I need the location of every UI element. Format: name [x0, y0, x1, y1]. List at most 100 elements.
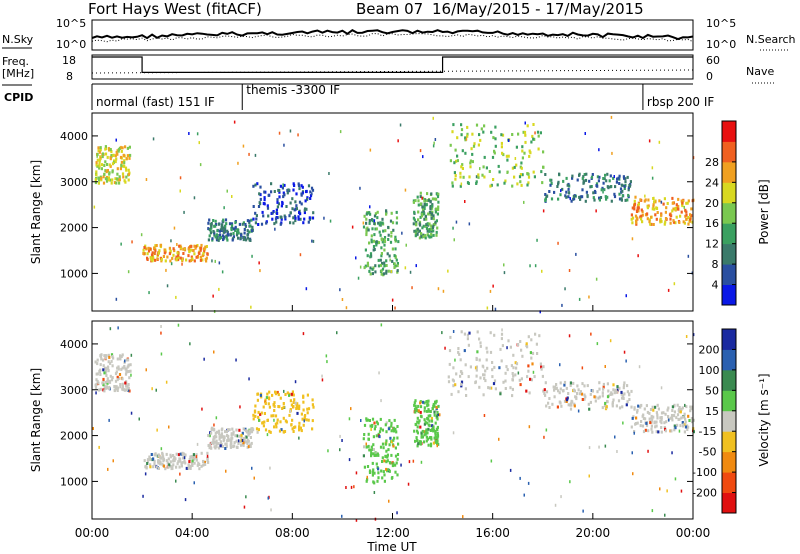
scatter-cell	[357, 276, 360, 280]
range-cell	[555, 383, 558, 386]
range-cell	[281, 202, 284, 205]
range-cell	[102, 364, 105, 368]
range-cell	[115, 385, 118, 389]
range-cell	[528, 154, 531, 158]
range-cell	[254, 221, 257, 225]
range-cell	[484, 369, 487, 373]
range-cell	[460, 133, 463, 137]
scatter-cell	[539, 310, 541, 314]
range-cell	[389, 436, 392, 440]
range-cell	[569, 384, 572, 387]
range-cell	[366, 264, 370, 268]
scatter-cell	[598, 148, 600, 152]
range-cell	[120, 149, 123, 153]
range-cell	[172, 463, 175, 467]
range-cell	[418, 236, 421, 240]
range-cell	[263, 198, 266, 202]
range-cell	[381, 240, 384, 244]
range-cell	[123, 364, 126, 368]
range-cell	[511, 387, 514, 391]
range-cell	[687, 216, 690, 219]
range-cell	[421, 208, 425, 212]
range-cell	[179, 452, 182, 456]
range-cell	[539, 362, 542, 366]
range-cell	[429, 410, 432, 413]
range-cell	[489, 184, 492, 188]
range-cell	[103, 172, 106, 176]
range-cell	[680, 416, 683, 420]
range-cell	[249, 445, 252, 448]
scatter-cell	[474, 366, 477, 370]
range-cell	[99, 146, 102, 150]
range-cell	[464, 138, 467, 142]
range-cell	[377, 453, 380, 457]
range-cell	[153, 252, 156, 255]
range-cell	[232, 232, 235, 235]
scatter-cell	[184, 498, 187, 502]
range-cell	[309, 190, 312, 194]
range-cell	[268, 429, 271, 433]
range-cell	[598, 381, 601, 385]
range-cell	[531, 362, 534, 366]
scatter-cell	[523, 200, 525, 204]
scatter-cell	[475, 175, 478, 179]
scatter-cell	[606, 195, 609, 199]
range-cell	[110, 353, 114, 357]
range-cell	[419, 442, 422, 446]
range-cell	[457, 390, 460, 394]
range-cell	[485, 346, 488, 350]
scatter-cell	[506, 171, 508, 174]
x-tick-label: 04:00	[175, 526, 210, 540]
range-cell	[295, 407, 298, 410]
range-cell	[377, 471, 380, 475]
range-cell	[583, 384, 586, 388]
range-cell	[675, 215, 678, 219]
scatter-cell	[283, 143, 285, 147]
scatter-cell	[206, 454, 209, 458]
range-cell	[306, 197, 309, 201]
range-cell	[653, 421, 656, 425]
range-cell	[599, 196, 603, 199]
range-cell	[120, 355, 123, 358]
range-cell	[419, 215, 422, 219]
scatter-cell	[179, 189, 181, 193]
range-cell	[566, 396, 569, 400]
range-cell	[182, 247, 185, 251]
range-cell	[596, 184, 599, 188]
range-cell	[544, 193, 547, 196]
range-cell	[162, 458, 165, 462]
range-cell	[437, 404, 440, 408]
scatter-cell	[460, 182, 463, 186]
range-cell	[419, 202, 423, 206]
range-cell	[195, 458, 198, 462]
range-cell	[302, 400, 305, 404]
range-cell	[460, 123, 463, 127]
range-cell	[431, 197, 434, 201]
range-cell	[373, 471, 376, 475]
scatter-cell	[323, 216, 325, 220]
range-cell	[367, 228, 370, 232]
range-cell	[655, 424, 658, 428]
range-cell	[493, 379, 497, 383]
range-cell	[383, 243, 386, 247]
range-cell	[622, 397, 625, 400]
range-cell	[299, 217, 302, 221]
range-cell	[466, 134, 469, 138]
range-cell	[632, 415, 635, 419]
range-cell	[221, 445, 224, 448]
colorbar-tick-label: 28	[705, 156, 719, 169]
range-cell	[537, 147, 540, 151]
range-cell	[396, 269, 399, 273]
range-cell	[626, 175, 629, 179]
range-cell	[641, 220, 644, 224]
range-cell	[240, 438, 243, 442]
range-cell	[421, 226, 424, 230]
scatter-cell	[345, 306, 348, 310]
range-cell	[274, 414, 278, 418]
scatter-cell	[305, 287, 308, 291]
range-cell	[515, 362, 519, 366]
range-cell	[280, 217, 283, 221]
range-cell	[581, 188, 584, 192]
range-cell	[437, 442, 440, 446]
range-cell	[245, 238, 248, 242]
